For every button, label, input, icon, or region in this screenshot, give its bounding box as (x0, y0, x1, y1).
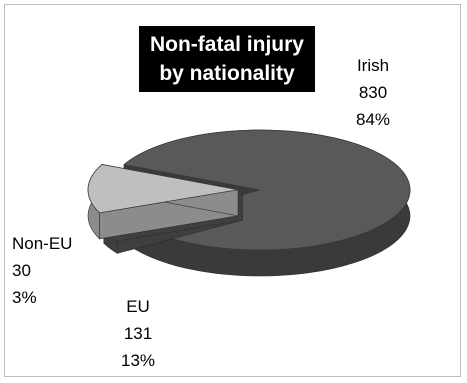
chart-title-line-1: Non-fatal injury (149, 33, 304, 56)
pie-slice-eu (87, 163, 239, 240)
data-label-non-eu-percent: 3% (12, 288, 37, 307)
data-label-non-eu-name: Non-EU (12, 234, 73, 253)
data-label-irish-percent: 84% (355, 110, 391, 129)
data-label-eu-name: EU (126, 297, 150, 316)
data-label-non-eu: Non-EU 30 3% (12, 230, 92, 311)
pie-slice-eu-top (87, 164, 239, 214)
data-label-irish: Irish 830 84% (345, 52, 401, 133)
data-label-eu-percent: 13% (120, 351, 156, 370)
data-label-irish-name: Irish (356, 56, 390, 75)
chart-title-line-2: by nationality (159, 62, 295, 85)
data-label-non-eu-value: 30 (12, 261, 31, 280)
chart-title: Non-fatal injury by nationality (139, 26, 315, 92)
data-label-irish-value: 830 (358, 83, 388, 102)
data-label-eu-value: 131 (123, 324, 153, 343)
data-label-eu: EU 131 13% (114, 293, 162, 374)
